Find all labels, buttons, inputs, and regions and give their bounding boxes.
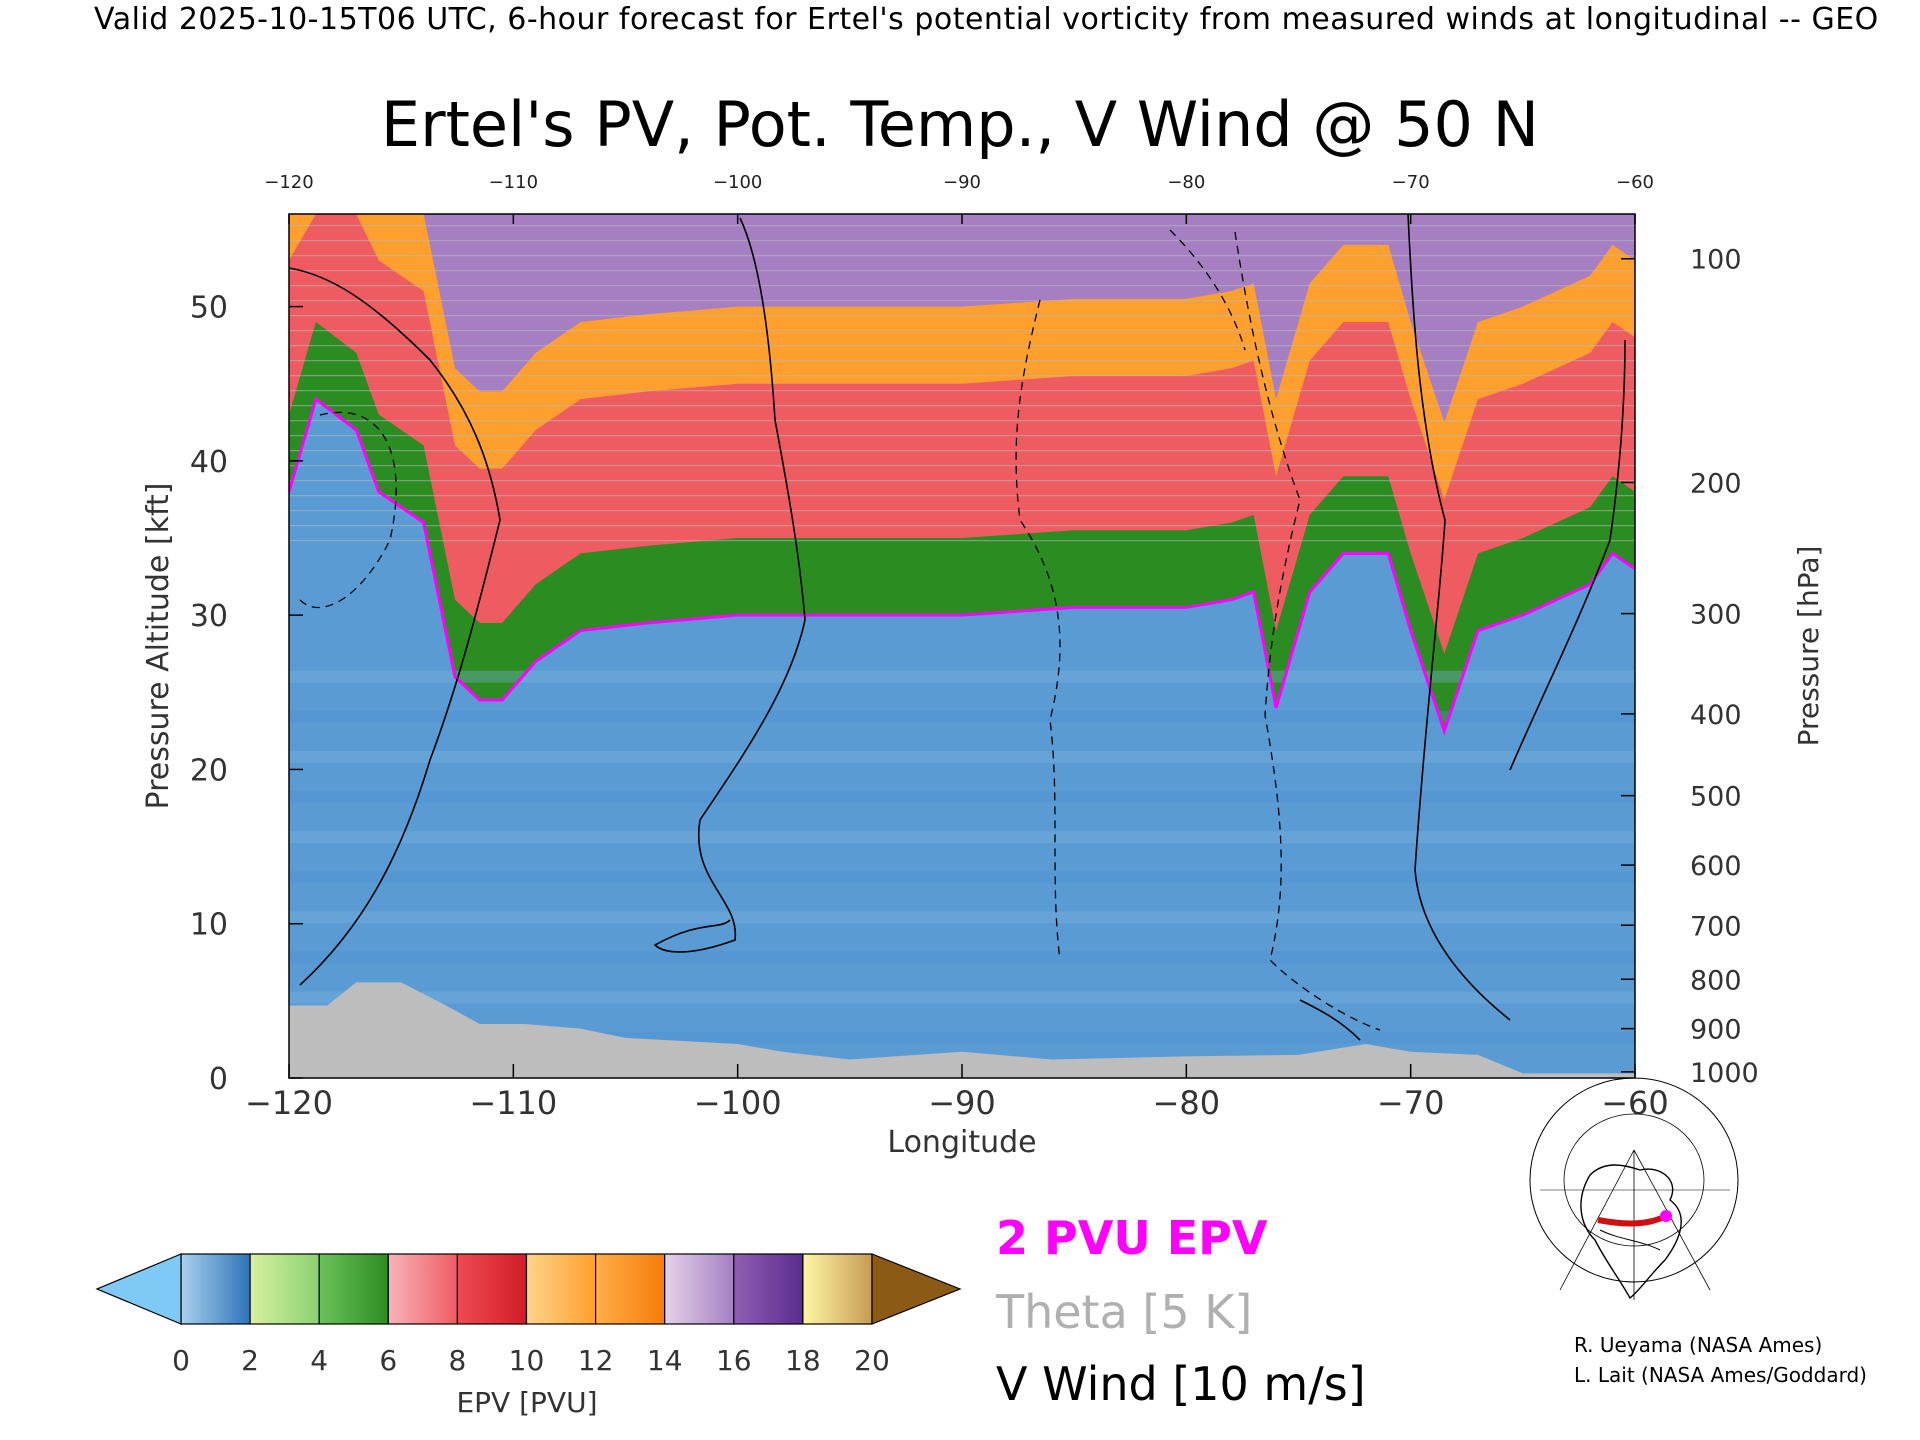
colorbar-segment [733,1253,804,1325]
y-tick-label: 40 [190,445,228,480]
colorbar-tick-label: 0 [172,1344,190,1377]
header-text: Valid 2025-10-15T06 UTC, 6-hour forecast… [94,2,1879,37]
pressure-tick-label: 100 [1690,245,1742,276]
colorbar-segment [318,1253,389,1325]
pressure-tick-label: 300 [1690,600,1742,631]
colorbar-tick-label: 14 [647,1344,683,1377]
left-axis: 0 10 20 30 40 50 [190,291,303,1097]
colorbar-tick-label: 4 [310,1344,328,1377]
top-tick-label: −70 [1392,172,1430,193]
y-axis-label: Pressure Altitude [kft] [141,483,176,810]
legend-theta: Theta [5 K] [995,1285,1252,1339]
chart-title: Ertel's PV, Pot. Temp., V Wind @ 50 N [380,88,1540,161]
pressure-tick-label: 600 [1690,851,1742,882]
y-tick-label: 10 [190,908,228,943]
epv-band [289,791,1635,804]
top-tick-label: −100 [713,172,762,193]
top-tick-label: −110 [489,172,538,193]
epv-band [289,991,1635,1004]
pressure-tick-label: 400 [1690,700,1742,731]
y-tick-label: 20 [190,753,228,788]
colorbar-tick-label: 18 [785,1344,821,1377]
epv-band [289,831,1635,844]
top-tick-label: −90 [943,172,981,193]
colorbar-tick-label: 20 [854,1344,890,1377]
credit-line-1: R. Ueyama (NASA Ames) [1574,1333,1823,1357]
theta-contours [289,214,1635,544]
colorbar-tick-label: 10 [509,1344,545,1377]
right-axis: 100 200 300 400 500 600 700 800 900 1000 [1621,245,1759,1089]
colorbar-segment [180,1253,251,1325]
x-tick-label: −100 [694,1084,782,1122]
colorbar-tick-label: 8 [448,1344,466,1377]
y-tick-label: 50 [190,291,228,326]
credit-line-2: L. Lait (NASA Ames/Goddard) [1574,1363,1867,1387]
pressure-tick-label: 900 [1690,1015,1742,1046]
colorbar-label: EPV [PVU] [456,1386,597,1419]
v-wind-contours [289,214,1626,1078]
top-tick-label: −60 [1616,172,1654,193]
colorbar-segment [594,1253,666,1325]
locator-map [1529,1077,1739,1300]
top-tick-label: −80 [1167,172,1205,193]
epv-band [289,710,1635,723]
colorbar-over-arrow [871,1253,962,1325]
epv-band [289,871,1635,884]
epv-band [289,911,1635,924]
top-axis: −120 −110 −100 −90 −80 −70 −60 [264,172,1654,224]
x-tick-label: −70 [1377,1084,1445,1122]
colorbar-segment [802,1253,873,1325]
colorbar-tick-label: 12 [578,1344,614,1377]
y-axis-right-label: Pressure [hPa] [1792,546,1825,747]
epv-band [289,951,1635,964]
epv-band [289,750,1635,763]
epv-band [289,670,1635,683]
credits: R. Ueyama (NASA Ames) L. Lait (NASA Ames… [1574,1330,1867,1390]
legend-epv: 2 PVU EPV [996,1211,1268,1265]
x-tick-label: −90 [928,1084,996,1122]
terrain-mask [289,982,1635,1078]
x-tick-label: −110 [469,1084,557,1122]
x-tick-label: −80 [1153,1084,1221,1122]
top-tick-label: −120 [264,172,313,193]
x-tick-label: −120 [245,1084,333,1122]
x-axis-label: Longitude [887,1125,1036,1160]
colorbar-segment [249,1253,320,1325]
colorbar-segment [387,1253,458,1325]
colorbar-segment [525,1253,597,1325]
y-tick-label: 0 [209,1062,228,1097]
bottom-axis: −120 −110 −100 −90 −80 −70 −60 [245,1064,1669,1122]
pressure-tick-label: 700 [1690,911,1742,942]
legend-wind: V Wind [10 m/s] [996,1357,1366,1411]
x-tick-label: −60 [1601,1084,1669,1122]
plot-area [289,214,1635,1078]
colorbar-tick-label: 6 [379,1344,397,1377]
v-wind-negative-contours [299,229,1381,1031]
colorbar: 0 2 4 6 8 10 12 14 16 18 20 [95,1253,962,1377]
colorbar-tick-label: 2 [241,1344,259,1377]
colorbar-segment [456,1253,528,1325]
pressure-tick-label: 200 [1690,468,1742,499]
pressure-tick-label: 1000 [1690,1058,1759,1089]
colorbar-segment [664,1253,735,1325]
colorbar-under-arrow [95,1253,182,1325]
pressure-tick-label: 800 [1690,965,1742,996]
y-tick-label: 30 [190,599,228,634]
pressure-tick-label: 500 [1690,782,1742,813]
colorbar-tick-label: 16 [716,1344,752,1377]
tropopause-2pvu-line [289,396,1635,736]
